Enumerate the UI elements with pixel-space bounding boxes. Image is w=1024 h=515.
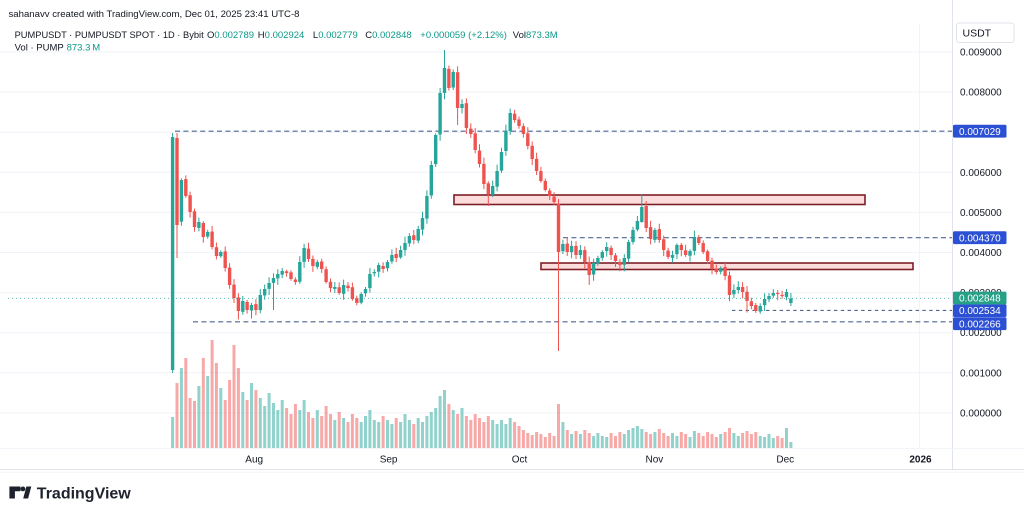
svg-text:0.005000: 0.005000 <box>960 208 1002 219</box>
svg-text:0.008000: 0.008000 <box>960 88 1002 99</box>
svg-text:0.002000: 0.002000 <box>960 328 1002 339</box>
svg-text:0.004000: 0.004000 <box>960 248 1002 259</box>
svg-text:sahanavv created with TradingV: sahanavv created with TradingView.com, D… <box>9 9 300 20</box>
svg-text:0.009000: 0.009000 <box>960 48 1002 59</box>
svg-text:0.004370: 0.004370 <box>959 233 1001 244</box>
svg-text:Dec: Dec <box>776 455 794 466</box>
svg-text:O0.002789: O0.002789 <box>207 30 254 41</box>
svg-text:0.006000: 0.006000 <box>960 168 1002 179</box>
svg-text:H0.002924: H0.002924 <box>258 30 305 41</box>
svg-text:0.001000: 0.001000 <box>960 368 1002 379</box>
svg-text:+0.000059 (+2.12%): +0.000059 (+2.12%) <box>420 30 507 41</box>
svg-text:873.3 M: 873.3 M <box>67 43 101 54</box>
svg-text:TradingView: TradingView <box>37 485 132 502</box>
svg-text:Vol · PUMP: Vol · PUMP <box>15 43 64 54</box>
svg-text:2026: 2026 <box>909 455 932 466</box>
svg-text:USDT: USDT <box>963 28 992 40</box>
svg-text:Sep: Sep <box>380 455 398 466</box>
svg-text:Vol873.3M: Vol873.3M <box>513 30 558 41</box>
svg-text:C0.002848: C0.002848 <box>365 30 412 41</box>
svg-text:0.002534: 0.002534 <box>959 306 1001 317</box>
svg-text:Oct: Oct <box>512 455 528 466</box>
svg-text:Nov: Nov <box>646 455 664 466</box>
svg-text:0.002266: 0.002266 <box>959 319 1001 330</box>
svg-text:0.007029: 0.007029 <box>959 127 1001 138</box>
svg-text:0.002848: 0.002848 <box>959 294 1001 305</box>
svg-text:0.000000: 0.000000 <box>960 408 1002 419</box>
svg-text:PUMPUSDT · PUMPUSDT SPOT · 1D: PUMPUSDT · PUMPUSDT SPOT · 1D · Bybit <box>15 30 204 40</box>
svg-text:Aug: Aug <box>245 455 263 466</box>
svg-text:L0.002779: L0.002779 <box>313 30 358 41</box>
